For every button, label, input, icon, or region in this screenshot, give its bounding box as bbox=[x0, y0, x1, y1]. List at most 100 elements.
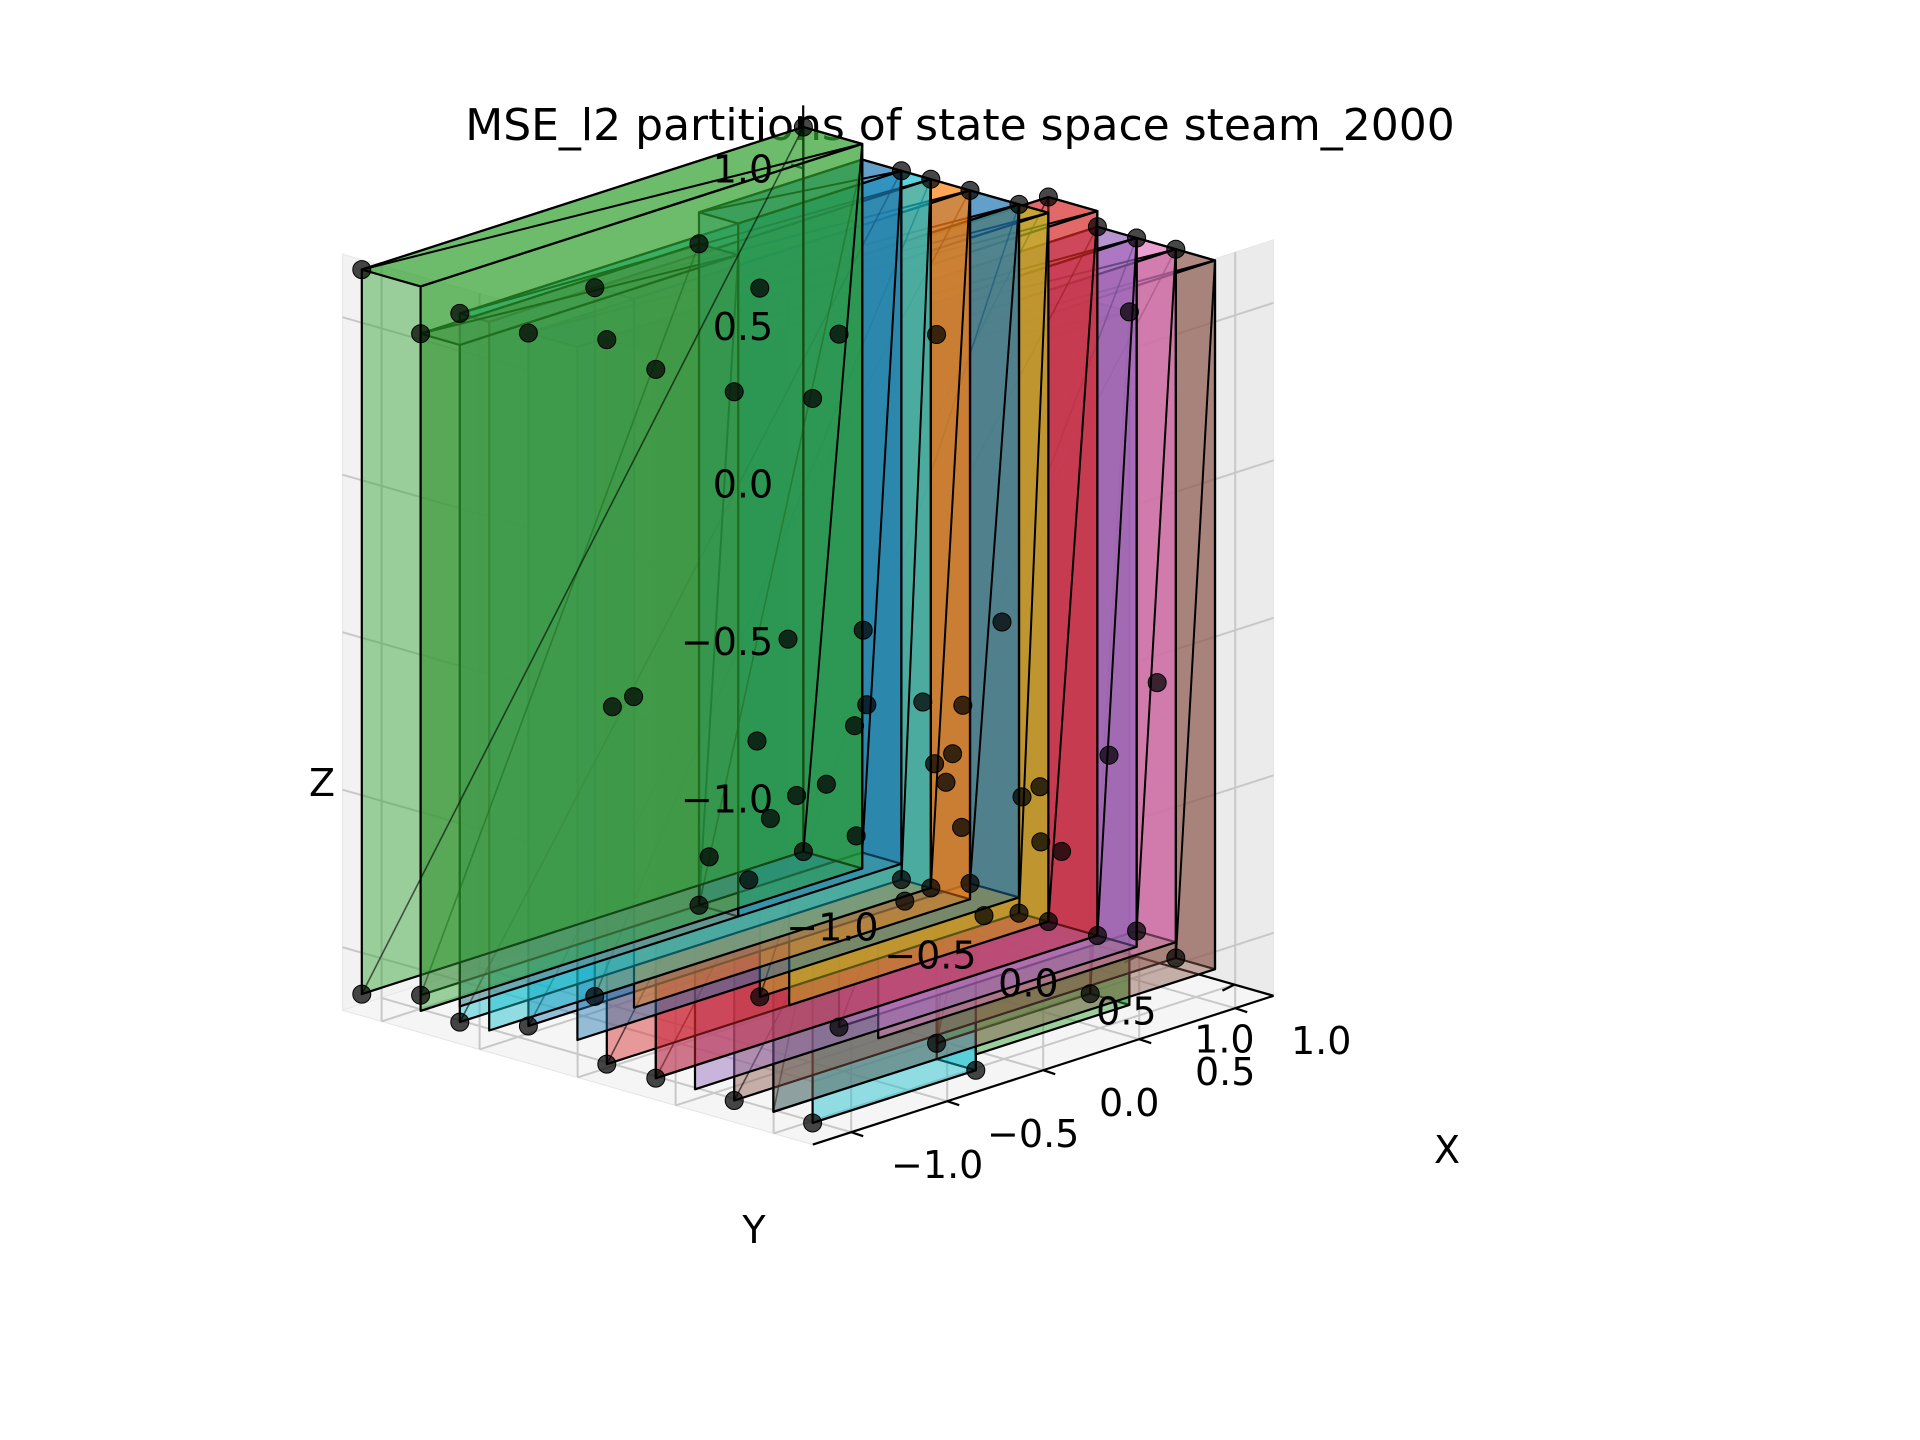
data-point bbox=[518, 323, 538, 343]
data-point bbox=[927, 1033, 947, 1053]
data-point bbox=[1038, 912, 1058, 932]
data-point bbox=[597, 1054, 617, 1074]
x-tick-label: 1.0 bbox=[1291, 1019, 1351, 1063]
data-point bbox=[921, 878, 941, 898]
data-point bbox=[646, 1068, 666, 1088]
data-point bbox=[943, 744, 963, 764]
partition-edge bbox=[459, 170, 903, 1023]
x-tick-label: 0.0 bbox=[1099, 1081, 1159, 1125]
partition-edge bbox=[528, 203, 1020, 334]
partition-edge bbox=[420, 254, 739, 335]
x-axis-label: X bbox=[1434, 1128, 1460, 1172]
x-tick-label: 0.5 bbox=[1195, 1050, 1255, 1094]
partition-box bbox=[527, 189, 1021, 1042]
partition-edge bbox=[759, 211, 1049, 290]
data-point bbox=[960, 873, 980, 893]
partition-edge bbox=[900, 179, 932, 880]
partition-edge bbox=[527, 190, 971, 1027]
y-tick-label: 0.0 bbox=[998, 962, 1058, 1006]
data-point bbox=[891, 161, 911, 181]
grid-line bbox=[668, 903, 1140, 1041]
data-point bbox=[857, 695, 877, 715]
data-point bbox=[793, 842, 813, 862]
data-point bbox=[518, 1016, 538, 1036]
data-point bbox=[411, 324, 431, 344]
x-tick bbox=[1042, 1069, 1056, 1076]
z-tick-label: 0.5 bbox=[713, 305, 773, 349]
partition-edge bbox=[698, 254, 740, 906]
partition-edge bbox=[698, 169, 902, 214]
partition-edge bbox=[1135, 249, 1177, 932]
partition-edge bbox=[1047, 210, 1099, 922]
grid-line bbox=[773, 983, 1235, 1135]
data-point bbox=[750, 987, 770, 1007]
partition-face bbox=[419, 142, 864, 1013]
partition-box bbox=[419, 242, 740, 1008]
grid-line bbox=[812, 301, 1274, 453]
data-point bbox=[1166, 239, 1186, 259]
x-tick bbox=[850, 1131, 864, 1138]
data-point bbox=[699, 847, 719, 867]
data-point bbox=[845, 716, 865, 736]
tick-labels: −1.0−1.0−1.0−0.5−0.5−0.50.00.00.00.50.50… bbox=[309, 147, 1460, 1252]
partition-box bbox=[654, 225, 1138, 1091]
partition-box bbox=[360, 125, 864, 1013]
partition-edge bbox=[838, 248, 1177, 336]
data-point bbox=[747, 731, 767, 751]
partition-edge bbox=[698, 159, 863, 906]
data-point bbox=[724, 382, 744, 402]
data-point bbox=[966, 1060, 986, 1080]
data-point bbox=[927, 325, 947, 345]
z-tick-label: 0.0 bbox=[713, 462, 773, 506]
z-tick-label: −1.0 bbox=[681, 777, 773, 821]
x-tick-label: −1.0 bbox=[891, 1143, 983, 1187]
partition-box bbox=[935, 299, 1131, 1056]
partition-edge bbox=[1096, 237, 1138, 936]
data-point bbox=[895, 891, 915, 911]
data-point bbox=[1127, 228, 1147, 248]
partition-edge bbox=[594, 189, 971, 289]
data-point bbox=[1147, 673, 1167, 693]
z-axis-label: Z bbox=[309, 761, 335, 805]
data-point bbox=[1087, 217, 1107, 237]
data-point bbox=[646, 359, 666, 379]
y-tick-label: −0.5 bbox=[884, 934, 976, 978]
x-tick bbox=[1138, 1038, 1152, 1045]
data-point bbox=[1087, 926, 1107, 946]
data-point bbox=[352, 260, 372, 280]
data-point bbox=[450, 1012, 470, 1032]
partition-edge bbox=[969, 204, 1020, 884]
data-point bbox=[624, 687, 644, 707]
data-point bbox=[952, 817, 972, 837]
data-point bbox=[936, 772, 956, 792]
partition-edge bbox=[733, 248, 1177, 1101]
data-point bbox=[846, 826, 866, 846]
data-point bbox=[352, 984, 372, 1004]
sample-points bbox=[352, 117, 1186, 1133]
partition-edge bbox=[935, 300, 1091, 1044]
data-point bbox=[960, 180, 980, 200]
grid-line bbox=[577, 927, 1039, 1079]
data-point bbox=[891, 870, 911, 890]
partition-edge bbox=[594, 178, 932, 997]
data-point bbox=[1009, 903, 1029, 923]
data-point bbox=[953, 695, 973, 715]
partition-edge bbox=[802, 143, 864, 852]
y-tick-label: 0.5 bbox=[1096, 990, 1156, 1034]
grid-line bbox=[675, 955, 1137, 1107]
partition-edge bbox=[759, 204, 1020, 998]
data-point bbox=[816, 774, 836, 794]
data-point bbox=[1099, 745, 1119, 765]
partition-edge bbox=[861, 170, 903, 853]
data-point bbox=[974, 906, 994, 926]
partition-edge bbox=[1174, 260, 1216, 959]
partition-edge bbox=[655, 237, 1137, 371]
z-tick bbox=[790, 478, 804, 485]
data-point bbox=[689, 895, 709, 915]
data-point bbox=[411, 985, 431, 1005]
data-point bbox=[760, 809, 780, 828]
data-point bbox=[1031, 832, 1051, 852]
chart-title: MSE_l2 partitions of state space steam_2… bbox=[465, 100, 1455, 151]
grid-line bbox=[812, 616, 1274, 768]
